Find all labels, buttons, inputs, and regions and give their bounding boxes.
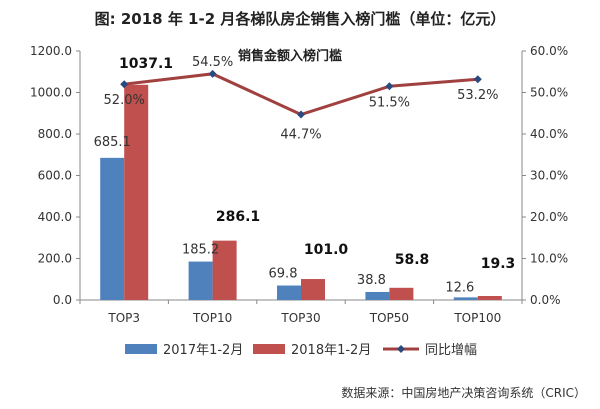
growth-line-marker: [473, 75, 482, 84]
bar-2017: [100, 157, 125, 300]
growth-line-marker: [297, 110, 305, 119]
legend-swatch-growth-marker: [397, 345, 405, 353]
x-tick-label: TOP10: [192, 311, 232, 325]
bar-2017: [453, 297, 478, 300]
legend-label-2017: 2017年1-2月: [163, 343, 243, 358]
data-label-2017: 185.2: [182, 243, 219, 258]
data-label-2017: 38.8: [357, 273, 386, 288]
y-left-tick-label: 800.0: [38, 127, 72, 141]
y-right-tick-label: 30.0%: [530, 169, 568, 183]
data-label-growth: 52.0%: [104, 93, 145, 108]
data-label-2017: 685.1: [94, 135, 131, 150]
bar-2017: [188, 261, 213, 300]
legend-swatch-2018: [253, 344, 285, 354]
legend-label-2018: 2018年1-2月: [291, 343, 371, 358]
bar-2018: [124, 84, 149, 300]
y-right-tick-label: 50.0%: [530, 86, 568, 100]
legend-label-growth: 同比增幅: [425, 343, 477, 358]
data-label-2018: 1037.1: [119, 56, 173, 72]
data-label-2017: 69.8: [269, 267, 298, 282]
x-tick-label: TOP50: [369, 311, 409, 325]
bar-2017: [277, 285, 301, 300]
growth-line: [120, 69, 482, 119]
bar-2017: [365, 291, 390, 300]
data-label-2018: 58.8: [395, 252, 430, 268]
legend: 2017年1-2月 2018年1-2月 同比增幅: [125, 343, 477, 358]
y-left-tick-label: 0.0: [53, 293, 72, 307]
y-right-tick-label: 40.0%: [530, 127, 568, 141]
source-note: 数据来源：中国房地产决策咨询系统（CRIC）: [341, 385, 586, 400]
axes: 0.0 200.0 400.0 600.0 800.0 1000.0 1200.0 0.0% 1…: [30, 44, 568, 325]
y-right-tick-label: 20.0%: [530, 210, 568, 224]
data-label-2018: 101.0: [304, 242, 349, 258]
x-tick-label: TOP30: [280, 311, 320, 325]
bar-2018: [477, 295, 502, 300]
data-label-2018: 286.1: [216, 209, 260, 225]
data-labels: 685.1 185.2 69.8 38.8 12.6 1037.1 286.1 101.0 58…: [94, 55, 516, 296]
growth-line-marker: [385, 82, 394, 91]
data-label-growth: 51.5%: [369, 95, 410, 110]
x-tick-label: TOP3: [107, 311, 140, 325]
bar-2018: [389, 287, 414, 300]
y-left-tick-label: 1200.0: [30, 44, 72, 58]
bars: [100, 84, 502, 300]
growth-line-marker: [120, 80, 129, 89]
data-label-growth: 44.7%: [280, 127, 321, 142]
y-right-tick-label: 10.0%: [530, 252, 568, 266]
chart-title: 图: 2018 年 1-2 月各梯队房企销售入榜门槛（单位：亿元）: [95, 10, 506, 28]
legend-swatch-2017: [125, 344, 157, 354]
x-tick-label: TOP100: [453, 311, 501, 325]
y-left-tick-label: 400.0: [38, 210, 72, 224]
data-label-2018: 19.3: [481, 256, 516, 272]
bar-2018: [301, 279, 325, 300]
y-left-tick-label: 200.0: [38, 252, 72, 266]
data-label-growth: 53.2%: [457, 88, 498, 103]
growth-line-path: [124, 72, 478, 117]
data-label-2017: 12.6: [445, 280, 474, 295]
bar-2018: [212, 240, 237, 300]
y-left-tick-label: 600.0: [38, 169, 72, 183]
y-left-tick-label: 1000.0: [30, 86, 72, 100]
y-right-tick-label: 0.0%: [530, 293, 561, 307]
y-right-tick-label: 60.0%: [530, 44, 568, 58]
data-label-growth: 54.5%: [192, 55, 233, 70]
growth-line-marker: [208, 69, 217, 78]
chart-subtitle: 销售金额入榜门槛: [238, 48, 342, 64]
